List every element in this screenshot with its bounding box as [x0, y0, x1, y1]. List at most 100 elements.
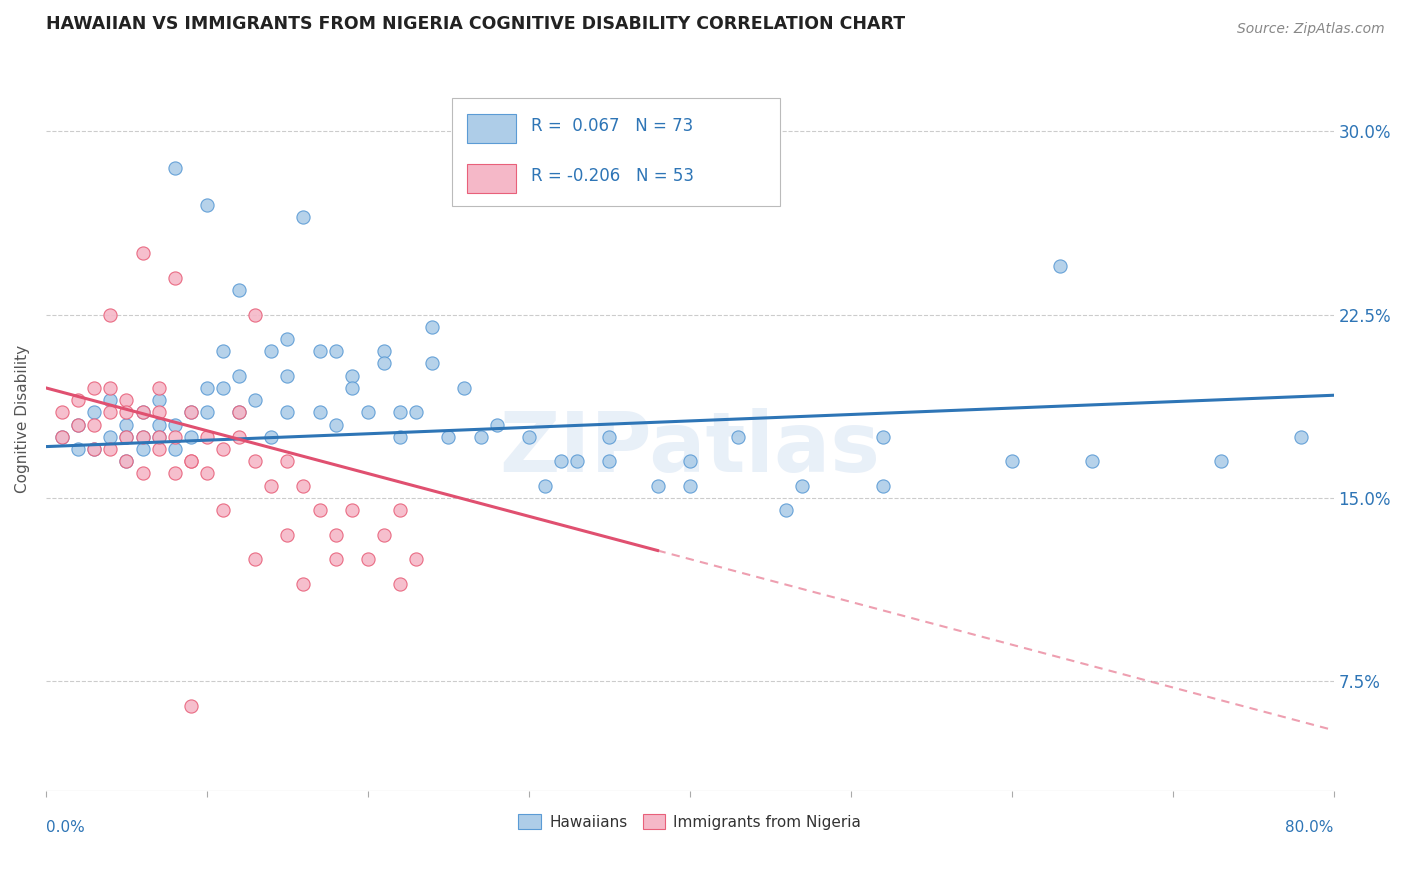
Point [83, 442, 105, 456]
Point [357, 405, 380, 419]
Point [308, 405, 330, 419]
Point [550, 454, 572, 468]
Point [115, 430, 138, 444]
Point [228, 405, 250, 419]
Point [260, 430, 283, 444]
Point [212, 442, 235, 456]
Point [405, 405, 427, 419]
Text: R = -0.206   N = 53: R = -0.206 N = 53 [531, 167, 695, 186]
Point [534, 479, 557, 493]
Point [212, 381, 235, 395]
Point [598, 430, 620, 444]
Text: HAWAIIAN VS IMMIGRANTS FROM NIGERIA COGNITIVE DISABILITY CORRELATION CHART: HAWAIIAN VS IMMIGRANTS FROM NIGERIA COGN… [46, 15, 905, 33]
Point [245, 454, 267, 468]
Point [325, 417, 347, 432]
Point [228, 368, 250, 383]
Point [115, 454, 138, 468]
Point [679, 479, 702, 493]
Point [1291, 430, 1313, 444]
Point [67, 417, 90, 432]
Point [470, 430, 492, 444]
Text: R =  0.067   N = 73: R = 0.067 N = 73 [531, 117, 693, 136]
Point [276, 405, 298, 419]
Point [792, 479, 814, 493]
Point [437, 430, 460, 444]
Point [51, 430, 73, 444]
Point [148, 430, 170, 444]
Point [180, 430, 202, 444]
Point [325, 552, 347, 566]
Point [131, 246, 153, 260]
FancyBboxPatch shape [451, 98, 780, 206]
Legend: Hawaiians, Immigrants from Nigeria: Hawaiians, Immigrants from Nigeria [512, 807, 868, 836]
Point [163, 161, 186, 175]
Point [325, 527, 347, 541]
Point [195, 430, 218, 444]
Point [276, 454, 298, 468]
Point [292, 576, 315, 591]
Point [420, 319, 443, 334]
Point [163, 442, 186, 456]
Point [180, 405, 202, 419]
Point [276, 527, 298, 541]
Point [727, 430, 749, 444]
Point [340, 503, 363, 517]
Point [228, 283, 250, 297]
Point [647, 479, 669, 493]
Point [67, 417, 90, 432]
Point [163, 271, 186, 285]
Point [872, 430, 894, 444]
Point [67, 393, 90, 408]
Point [260, 344, 283, 359]
Point [453, 381, 475, 395]
Point [373, 356, 395, 370]
Point [420, 356, 443, 370]
Point [131, 467, 153, 481]
Point [98, 430, 121, 444]
Point [308, 503, 330, 517]
Point [1001, 454, 1024, 468]
Point [98, 405, 121, 419]
Point [115, 393, 138, 408]
Point [67, 442, 90, 456]
Point [148, 417, 170, 432]
Point [357, 552, 380, 566]
Point [98, 442, 121, 456]
Point [260, 479, 283, 493]
Point [163, 417, 186, 432]
Point [98, 308, 121, 322]
Point [292, 479, 315, 493]
Y-axis label: Cognitive Disability: Cognitive Disability [15, 344, 30, 492]
Point [131, 430, 153, 444]
Point [131, 430, 153, 444]
Point [195, 467, 218, 481]
Point [180, 454, 202, 468]
Point [83, 417, 105, 432]
Point [163, 430, 186, 444]
Point [565, 454, 588, 468]
Point [51, 430, 73, 444]
Point [1081, 454, 1104, 468]
Point [98, 381, 121, 395]
Point [517, 430, 540, 444]
Point [405, 552, 427, 566]
Point [228, 405, 250, 419]
Text: 80.0%: 80.0% [1285, 820, 1333, 835]
Point [83, 442, 105, 456]
Point [131, 442, 153, 456]
Point [308, 344, 330, 359]
Point [148, 430, 170, 444]
Point [115, 417, 138, 432]
Point [148, 405, 170, 419]
Point [775, 503, 797, 517]
Text: 0.0%: 0.0% [46, 820, 84, 835]
Point [115, 430, 138, 444]
Point [389, 576, 412, 591]
Point [212, 503, 235, 517]
Point [180, 454, 202, 468]
Point [115, 454, 138, 468]
Point [373, 344, 395, 359]
Point [1209, 454, 1232, 468]
Point [389, 430, 412, 444]
FancyBboxPatch shape [467, 164, 516, 193]
